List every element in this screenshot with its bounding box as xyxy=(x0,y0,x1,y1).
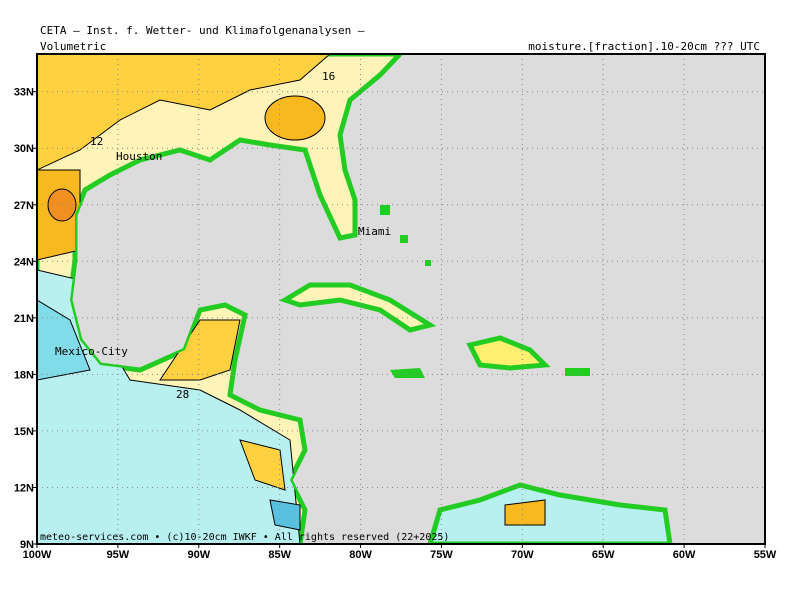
lat-tick-label: 9N xyxy=(20,539,34,551)
lat-tick-label: 21N xyxy=(14,313,34,325)
lat-tick-label: 18N xyxy=(14,369,34,381)
contour-label: 28 xyxy=(176,388,189,401)
bahamas xyxy=(380,205,390,215)
footer: meteo-services.com • (c)10-20cm IWKF • A… xyxy=(40,532,449,543)
lat-tick-label: 30N xyxy=(14,143,34,155)
puerto-rico xyxy=(565,368,590,376)
header-title: CETA — Inst. f. Wetter- und Klimafolgena… xyxy=(40,24,365,37)
lon-tick-label: 80W xyxy=(349,549,372,561)
lat-tick-label: 12N xyxy=(14,482,34,494)
lon-tick-label: 90W xyxy=(187,549,210,561)
lat-tick-label: 24N xyxy=(14,256,34,268)
bahamas xyxy=(425,260,431,266)
lon-tick-label: 60W xyxy=(673,549,696,561)
hispaniola xyxy=(466,335,551,371)
moisture-field xyxy=(504,499,546,526)
lon-tick-label: 95W xyxy=(107,549,130,561)
header-right: moisture.[fraction].10-20cm ??? UTC xyxy=(528,40,760,53)
cuba xyxy=(279,282,437,333)
south-america xyxy=(427,482,673,544)
jamaica xyxy=(390,368,425,378)
lat-tick-label: 27N xyxy=(14,200,34,212)
lon-tick-label: 85W xyxy=(268,549,291,561)
lon-tick-label: 70W xyxy=(511,549,534,561)
lon-tick-label: 55W xyxy=(754,549,777,561)
lat-tick-label: 33N xyxy=(14,87,34,99)
lon-tick-label: 65W xyxy=(592,549,615,561)
bahamas xyxy=(400,235,408,243)
header-left: Volumetric xyxy=(40,40,106,53)
contour-label: 16 xyxy=(322,70,335,83)
city-label: Miami xyxy=(358,225,391,238)
map-frame xyxy=(36,53,766,545)
lat-tick-label: 15N xyxy=(14,426,34,438)
lon-tick-label: 75W xyxy=(430,549,453,561)
lon-tick-label: 100W xyxy=(23,549,52,561)
contour-label: 12 xyxy=(90,135,103,148)
city-label: Mexico-City xyxy=(55,345,128,358)
city-label: Houston xyxy=(116,150,162,163)
